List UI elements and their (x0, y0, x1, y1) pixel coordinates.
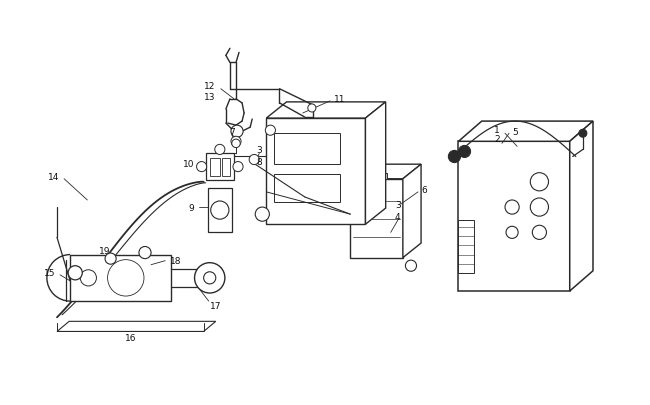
Circle shape (107, 260, 144, 296)
Text: 6: 6 (421, 186, 427, 195)
Text: 3: 3 (395, 200, 400, 209)
Bar (210, 158, 220, 176)
Polygon shape (57, 322, 216, 332)
Text: 9: 9 (188, 203, 194, 212)
Polygon shape (350, 165, 421, 179)
Circle shape (406, 260, 417, 272)
Circle shape (233, 162, 243, 172)
Text: 4: 4 (395, 212, 400, 221)
Polygon shape (458, 122, 593, 142)
Text: 18: 18 (170, 256, 181, 266)
Text: 8: 8 (256, 158, 262, 166)
Circle shape (80, 270, 96, 286)
Polygon shape (458, 142, 570, 291)
Bar (358, 173, 367, 179)
Text: 13: 13 (204, 93, 215, 102)
Circle shape (194, 263, 225, 293)
Text: 19: 19 (99, 246, 110, 256)
Circle shape (579, 130, 587, 138)
Polygon shape (205, 154, 234, 180)
Text: 12: 12 (204, 82, 215, 91)
Bar (274, 134, 340, 164)
Circle shape (265, 126, 276, 136)
Circle shape (231, 137, 241, 147)
Bar (274, 174, 340, 202)
Text: 17: 17 (210, 301, 222, 310)
Polygon shape (266, 119, 365, 225)
Text: 14: 14 (48, 173, 60, 182)
Bar (458, 221, 474, 273)
Circle shape (214, 145, 225, 155)
Circle shape (203, 272, 216, 284)
Circle shape (211, 202, 229, 220)
Polygon shape (403, 165, 421, 258)
Bar (208, 188, 232, 233)
Circle shape (196, 162, 207, 172)
Text: 5: 5 (512, 128, 518, 136)
Circle shape (232, 140, 240, 148)
Text: 10: 10 (183, 160, 194, 168)
Circle shape (505, 200, 519, 215)
Circle shape (249, 155, 259, 165)
Circle shape (308, 104, 316, 113)
Polygon shape (570, 122, 593, 291)
Circle shape (68, 266, 83, 280)
Polygon shape (365, 102, 385, 225)
Text: 1: 1 (494, 126, 500, 134)
Polygon shape (350, 179, 403, 258)
Circle shape (255, 207, 269, 222)
Text: 16: 16 (125, 333, 136, 342)
Text: 11: 11 (334, 95, 346, 104)
Text: 2: 2 (494, 134, 500, 143)
Circle shape (532, 226, 547, 240)
Text: 3: 3 (256, 145, 262, 155)
Circle shape (105, 254, 116, 264)
Circle shape (231, 126, 243, 138)
Circle shape (458, 146, 471, 158)
Circle shape (448, 151, 460, 163)
Circle shape (530, 198, 549, 217)
Bar (378, 173, 387, 179)
Bar (222, 158, 230, 176)
Circle shape (530, 173, 549, 192)
Polygon shape (70, 255, 172, 301)
Text: 15: 15 (44, 269, 56, 277)
Circle shape (506, 227, 518, 239)
Text: 7: 7 (229, 128, 235, 136)
Polygon shape (266, 102, 385, 119)
Circle shape (139, 247, 151, 259)
